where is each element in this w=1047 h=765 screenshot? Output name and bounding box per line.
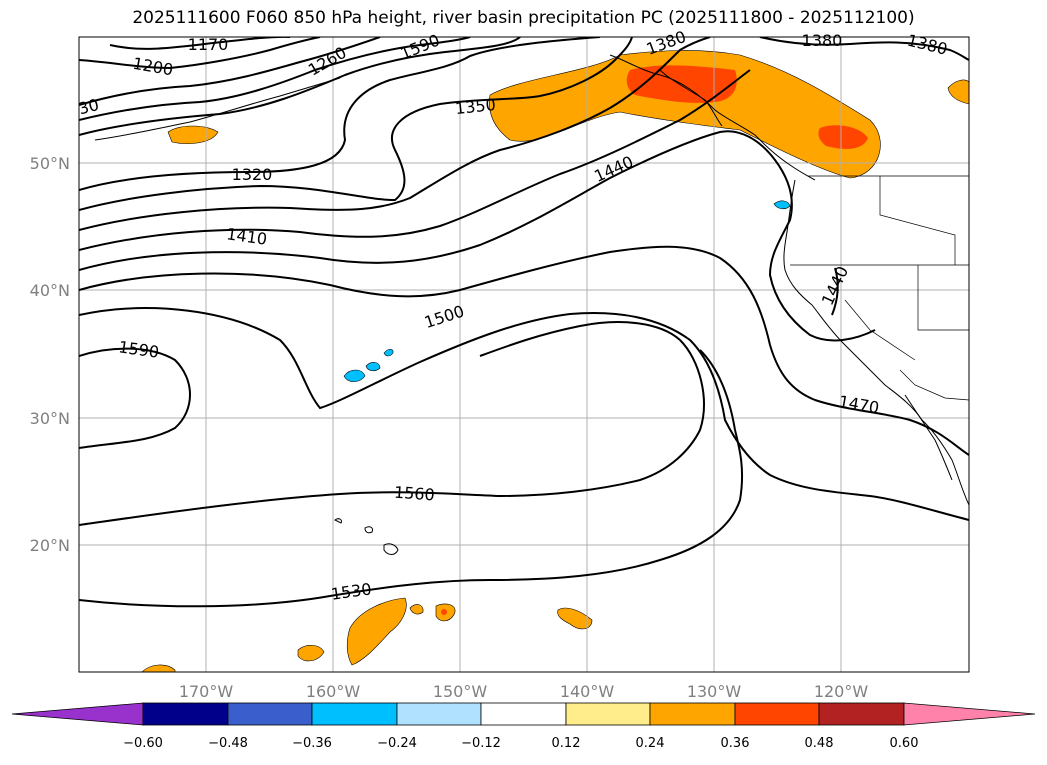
contour-1290 bbox=[79, 37, 521, 136]
west-coast bbox=[783, 179, 969, 506]
lon-label-120w: 120°W bbox=[814, 682, 869, 701]
contour-1380-ne bbox=[759, 37, 969, 61]
precip-orange-ne-corner bbox=[947, 79, 969, 105]
precip-blue-wa bbox=[773, 200, 791, 210]
lon-label-160w: 160°W bbox=[306, 682, 361, 701]
lon-label-130w: 130°W bbox=[687, 682, 742, 701]
lon-label-170w: 170°W bbox=[179, 682, 234, 701]
colorbar-tick-10: 0.60 bbox=[890, 736, 919, 751]
colorbar-extend-high bbox=[903, 702, 1036, 726]
contour-label-1380b: 1380 bbox=[802, 31, 843, 50]
border-segment-3 bbox=[917, 265, 969, 331]
contour-1230 bbox=[79, 37, 381, 106]
colorbar-segment-1 bbox=[142, 702, 229, 726]
precip-blue-pacific-2 bbox=[365, 362, 381, 372]
lon-label-150w: 150°W bbox=[433, 682, 488, 701]
colorbar-tick-9: 0.48 bbox=[805, 736, 834, 751]
contour-1440-west bbox=[831, 267, 839, 316]
lat-label-50n: 50°N bbox=[30, 154, 70, 173]
contour-1560 bbox=[79, 339, 705, 526]
precip-redorange-south bbox=[441, 609, 447, 615]
political-borders bbox=[790, 175, 969, 401]
colorbar-segment-7 bbox=[649, 702, 736, 726]
contour-1380 bbox=[79, 37, 711, 231]
precip-redorange-2 bbox=[818, 125, 868, 149]
colorbar-tick-2: −0.48 bbox=[208, 736, 248, 751]
precip-blue-pacific-3 bbox=[383, 348, 394, 357]
lon-label-140w: 140°W bbox=[560, 682, 615, 701]
colorbar-segment-5 bbox=[480, 702, 567, 726]
lat-label-30n: 30°N bbox=[30, 409, 70, 428]
contour-1470 bbox=[79, 245, 969, 456]
colorbar-tick-7: 0.24 bbox=[636, 736, 665, 751]
colorbar-extend-low bbox=[11, 702, 144, 726]
contour-1440 bbox=[79, 130, 876, 342]
border-segment-4 bbox=[844, 299, 916, 361]
colorbar-segment-2 bbox=[227, 702, 313, 726]
us-mexico-border bbox=[899, 369, 969, 401]
contour-1350b bbox=[539, 37, 633, 97]
contour-1200 bbox=[79, 37, 321, 70]
height-contours bbox=[79, 37, 969, 608]
contour-label-1320: 1320 bbox=[232, 165, 273, 184]
colorbar-tick-8: 0.36 bbox=[721, 736, 750, 751]
contour-label-1170: 1170 bbox=[188, 35, 229, 54]
latitude-labels: 50°N 40°N 30°N 20°N bbox=[30, 154, 70, 555]
hawaii-1 bbox=[383, 543, 399, 555]
colorbar-tick-6: 0.12 bbox=[552, 736, 581, 751]
graticule bbox=[79, 37, 969, 672]
contour-label-1560: 1560 bbox=[393, 483, 435, 505]
colorbar-segment-9 bbox=[818, 702, 905, 726]
precip-orange-south-6 bbox=[409, 604, 424, 615]
colorbar-segment-4 bbox=[396, 702, 482, 726]
precip-blue-pacific-1 bbox=[343, 369, 366, 382]
contour-1500 bbox=[79, 307, 969, 521]
baja-peninsula bbox=[904, 394, 953, 481]
lat-label-20n: 20°N bbox=[30, 536, 70, 555]
aleutians bbox=[94, 77, 341, 141]
colorbar-tick-1: −0.60 bbox=[123, 736, 163, 751]
lat-label-40n: 40°N bbox=[30, 281, 70, 300]
contour-label-1350: 1350 bbox=[454, 95, 496, 118]
hawaii-2 bbox=[364, 526, 373, 534]
colorbar-tick-3: −0.36 bbox=[292, 736, 332, 751]
contour-1350 bbox=[79, 95, 541, 211]
border-segment-1 bbox=[879, 176, 956, 265]
precip-orange-south-1 bbox=[346, 597, 407, 666]
contour-label-30: 30 bbox=[76, 95, 100, 118]
contour-1320 bbox=[79, 37, 601, 191]
colorbar-segment-8 bbox=[734, 702, 820, 726]
precip-orange-south-3 bbox=[557, 607, 593, 630]
precip-orange-south-4 bbox=[297, 645, 325, 662]
contour-1560b bbox=[479, 321, 681, 357]
colorbar: −0.60 −0.48 −0.36 −0.24 −0.12 0.12 0.24 … bbox=[11, 702, 1036, 751]
contour-1590 bbox=[79, 347, 191, 449]
map-title: 2025111600 F060 850 hPa height, river ba… bbox=[132, 8, 915, 28]
colorbar-segment-3 bbox=[311, 702, 398, 726]
colorbar-tick-4: −0.24 bbox=[377, 736, 417, 751]
precip-orange-south-5 bbox=[141, 664, 176, 672]
bc-coast bbox=[659, 69, 723, 127]
colorbar-segment-6 bbox=[565, 702, 651, 726]
longitude-labels: 170°W 160°W 150°W 140°W 130°W 120°W bbox=[179, 682, 869, 701]
plot-frame bbox=[78, 36, 970, 673]
colorbar-tick-5: −0.12 bbox=[461, 736, 501, 751]
contour-1530 bbox=[79, 429, 744, 608]
contour-1410 bbox=[79, 69, 751, 251]
contour-1530b bbox=[699, 349, 736, 431]
contour-1260 bbox=[79, 37, 471, 121]
hawaii-3 bbox=[334, 518, 342, 524]
